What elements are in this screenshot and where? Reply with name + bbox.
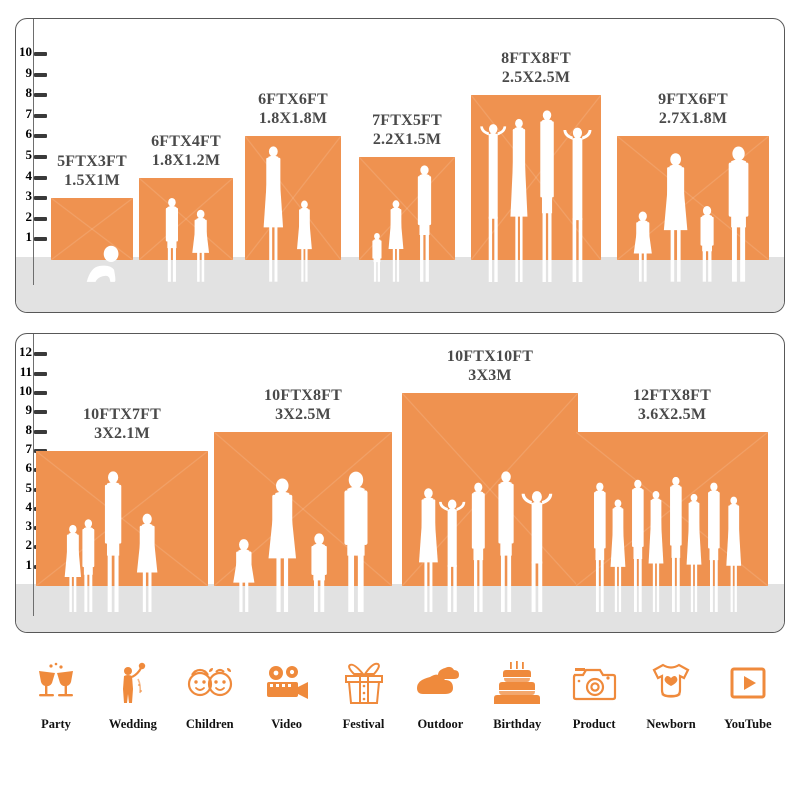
y-axis-tick-label: 4	[25, 167, 33, 183]
usage-icon-cell-youtube[interactable]: YouTube	[710, 655, 786, 732]
bar-size-label: 6FTX4FT 1.8X1.2M	[151, 132, 221, 169]
play-button-icon	[728, 655, 768, 711]
y-axis-tick-label: 6	[25, 460, 33, 476]
y-axis-tick-label: 6	[25, 126, 33, 142]
bar-size-label: 12FTX8FT 3.6X2.5M	[632, 386, 712, 423]
y-axis-tick-label: 8	[25, 421, 33, 437]
usage-icon-label: Birthday	[493, 717, 542, 731]
y-axis-tick	[34, 429, 47, 434]
y-axis-tick-label: 10	[19, 383, 32, 398]
usage-icon-cell-wedding[interactable]: Wedding	[95, 655, 171, 732]
usage-icon-cell-newborn[interactable]: Newborn	[633, 655, 709, 732]
y-axis-tick-label: 11	[19, 363, 32, 379]
backdrop-size-bar[interactable]	[139, 177, 233, 261]
y-axis-tick-label: 7	[25, 440, 33, 456]
y-axis-tick	[34, 216, 47, 221]
usage-icon-cell-festival[interactable]: Festival	[326, 655, 402, 732]
y-axis-tick	[34, 237, 47, 242]
backdrop-size-bar[interactable]	[51, 198, 133, 260]
y-axis-tick-label: 1	[25, 556, 33, 572]
y-axis-tick	[34, 113, 47, 118]
y-axis-tick-label: 2	[25, 208, 33, 224]
y-axis-tick-label: 10	[19, 44, 32, 59]
y-axis-tick-label: 5	[25, 147, 33, 162]
usage-icon-cell-outdoor[interactable]: Outdoor	[402, 655, 478, 732]
y-axis-tick-label: 1	[25, 229, 33, 245]
y-axis-tick-label: 2	[25, 537, 33, 553]
y-axis-tick-label: 4	[25, 498, 33, 514]
cheers-glasses-icon	[34, 655, 78, 711]
usage-icon-cell-birthday[interactable]: Birthday	[479, 655, 555, 732]
plot-area-2: 1 2 3 4 5 6 7 8 9 10 11 12 10FTX7FT 3X2.1M 10FTX8FT 3…	[16, 334, 784, 632]
movie-camera-icon	[263, 655, 311, 711]
bar-size-label: 10FTX7FT 3X2.1M	[82, 405, 162, 442]
usage-icon-row: Party Wedding Children	[18, 655, 786, 765]
usage-icon-cell-children[interactable]: Children	[172, 655, 248, 732]
y-axis-tick	[34, 410, 47, 415]
y-axis-tick	[34, 155, 47, 159]
bar-size-label: 9FTX6FT 2.7X1.8M	[658, 91, 728, 128]
y-axis-tick	[34, 196, 47, 201]
y-axis-tick-label: 7	[25, 105, 33, 121]
plot-area-1: 1 2 3 4 5 6 7 8 9 10 5FTX3FT 1.5X1M 6FTX4FT 1.8X1.2…	[16, 19, 784, 312]
bar-size-label: 8FTX8FT 2.5X2.5M	[501, 50, 571, 87]
y-axis-line	[33, 334, 34, 616]
usage-icon-label: Video	[271, 717, 303, 731]
y-axis-tick	[34, 175, 47, 180]
bar-size-label: 10FTX10FT 3X3M	[446, 348, 534, 384]
y-axis-tick-label: 8	[25, 85, 33, 101]
y-axis-tick-label: 3	[25, 188, 33, 204]
bar-size-label: 6FTX6FT 1.8X1.8M	[258, 91, 328, 128]
y-axis-tick	[34, 371, 47, 376]
y-axis-tick	[34, 134, 47, 139]
usage-icon-label: Wedding	[108, 717, 157, 731]
bar-size-label: 10FTX8FT 3X2.5M	[263, 386, 343, 423]
camera-icon	[571, 655, 617, 711]
y-axis-tick	[34, 52, 47, 56]
usage-icon-label: YouTube	[724, 717, 772, 731]
usage-icon-label: Festival	[342, 717, 385, 731]
usage-icon-label: Party	[41, 717, 71, 731]
gift-box-icon	[341, 655, 387, 711]
y-axis-tick-label: 3	[25, 518, 33, 534]
y-axis-tick-label: 9	[25, 64, 33, 80]
y-axis-tick	[34, 72, 47, 77]
backdrop-size-bar[interactable]	[617, 136, 769, 260]
y-axis-tick	[34, 391, 47, 395]
bar-size-label: 7FTX5FT 2.2X1.5M	[372, 112, 442, 148]
birthday-cake-icon	[494, 655, 541, 711]
y-axis-tick	[34, 93, 47, 98]
y-axis-tick-label: 12	[19, 344, 32, 360]
usage-icon-cell-product[interactable]: Product	[556, 655, 632, 732]
usage-icon-cell-video[interactable]: Video	[249, 655, 325, 732]
baseline-band-1	[16, 257, 784, 312]
usage-icon-label: Children	[185, 717, 234, 731]
backdrop-size-bar[interactable]	[471, 95, 601, 260]
y-axis-line	[33, 19, 34, 285]
baby-onesie-icon	[650, 655, 692, 711]
backdrop-size-bar[interactable]	[214, 431, 392, 587]
bar-size-label: 5FTX3FT 1.5X1M	[57, 153, 127, 190]
y-axis-tick	[34, 352, 47, 357]
y-axis-tick-label: 5	[25, 479, 33, 495]
usage-icon-label: Product	[572, 717, 616, 731]
usage-icon-label: Outdoor	[417, 717, 464, 731]
cloud-icon	[417, 655, 463, 711]
bride-icon	[111, 655, 155, 711]
y-axis-tick-label: 9	[25, 402, 33, 418]
usage-icon-label: Newborn	[646, 717, 696, 731]
chart-panel-large: 1 2 3 4 5 6 7 8 9 10 11 12 10FTX7FT 3X2.1M 10FTX8FT 3…	[15, 333, 785, 633]
chart-panel-small-medium: 1 2 3 4 5 6 7 8 9 10 5FTX3FT 1.5X1M 6FTX4FT 1.8X1.2…	[15, 18, 785, 313]
backdrop-size-bar[interactable]	[36, 450, 208, 587]
two-kid-faces-icon	[186, 655, 234, 711]
backdrop-size-bar[interactable]	[245, 136, 341, 260]
backdrop-size-bar[interactable]	[576, 431, 768, 587]
usage-icon-cell-party[interactable]: Party	[18, 655, 94, 732]
backdrop-size-bar[interactable]	[359, 157, 455, 260]
